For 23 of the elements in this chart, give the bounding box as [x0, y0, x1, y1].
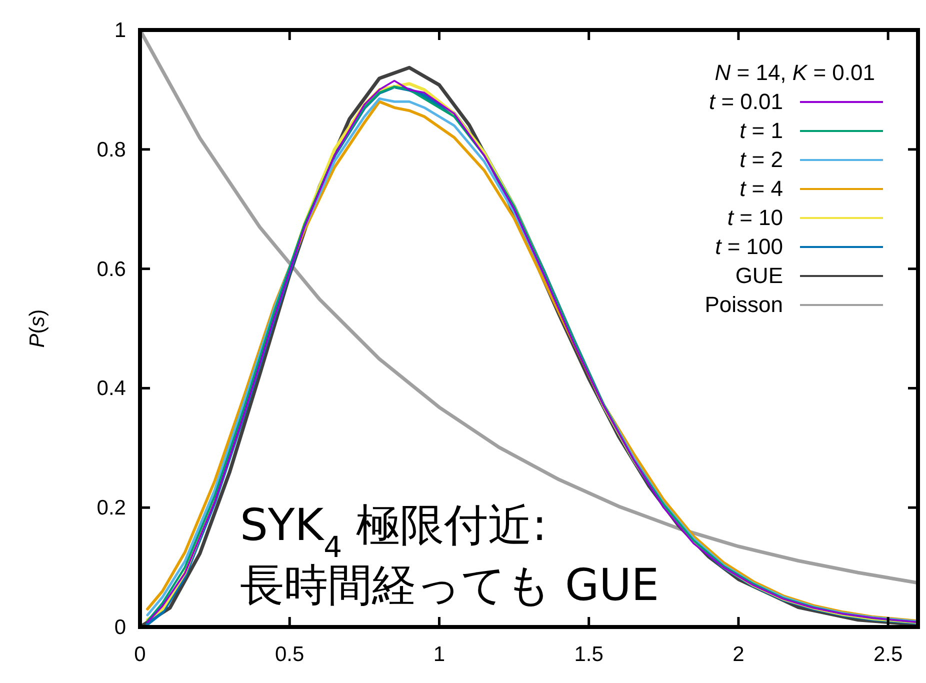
legend-label: Poisson [704, 292, 783, 317]
legend-label: t = 100 [715, 234, 783, 259]
y-tick-label: 0.8 [96, 138, 126, 162]
y-tick-label: 0.4 [96, 377, 126, 400]
x-tick-label: 0 [134, 643, 146, 666]
x-tick-label: 1.5 [574, 643, 604, 666]
legend-label: t = 1 [740, 118, 783, 143]
y-tick-label: 1 [114, 19, 126, 42]
legend-label: t = 10 [727, 205, 783, 230]
annotation: SYK$_{4}$ 極限付近: 長時間経っても GUE [240, 500, 660, 611]
legend-label: GUE [735, 263, 783, 288]
legend-label: t = 2 [740, 147, 783, 172]
x-tick-label: 2.5 [873, 643, 903, 666]
y-tick-label: 0.6 [96, 258, 126, 281]
y-tick-label: 0.2 [96, 496, 126, 520]
legend-label: t = 0.01 [708, 89, 783, 114]
x-tick-label: 2 [732, 643, 744, 666]
y-axis-title: P(s) [26, 309, 49, 348]
legend-label: t = 4 [740, 176, 783, 201]
legend-title: N = 14, K = 0.01 [714, 60, 875, 85]
y-tick-label: 0 [114, 616, 126, 639]
x-tick-label: 0.5 [275, 643, 304, 666]
x-tick-label: 1 [433, 643, 446, 666]
